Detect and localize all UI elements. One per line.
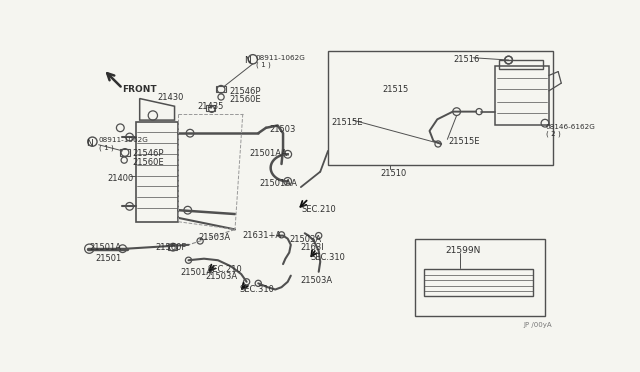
Text: 21503: 21503 xyxy=(270,125,296,135)
Text: SEC.210: SEC.210 xyxy=(301,205,337,214)
Text: SEC.210: SEC.210 xyxy=(207,265,242,274)
Text: 21501: 21501 xyxy=(95,254,122,263)
Text: 08911-1062G
( 1 ): 08911-1062G ( 1 ) xyxy=(256,55,306,68)
Text: 21501AA: 21501AA xyxy=(260,179,298,188)
Text: 21400: 21400 xyxy=(107,174,133,183)
Text: 21599N: 21599N xyxy=(446,246,481,256)
Text: 21516: 21516 xyxy=(454,55,480,64)
Text: N: N xyxy=(86,139,93,148)
Bar xyxy=(415,239,545,316)
Text: 21501AA: 21501AA xyxy=(249,148,287,158)
Bar xyxy=(499,60,543,69)
Text: 21560E: 21560E xyxy=(230,95,261,104)
Text: JP /00yA: JP /00yA xyxy=(524,322,552,328)
Text: 21546P: 21546P xyxy=(132,150,164,158)
Text: 21560E: 21560E xyxy=(132,158,164,167)
Text: 21501A: 21501A xyxy=(90,243,122,251)
Text: 08911-1062G
( 1 ): 08911-1062G ( 1 ) xyxy=(99,137,148,151)
Bar xyxy=(328,51,553,165)
Text: 21503A: 21503A xyxy=(198,233,230,242)
Text: 21501A: 21501A xyxy=(180,268,212,277)
Bar xyxy=(120,150,130,155)
Text: 21631+A: 21631+A xyxy=(243,231,282,240)
Text: 21503A: 21503A xyxy=(301,276,333,285)
Text: 21435: 21435 xyxy=(198,102,224,111)
Text: SEC.310: SEC.310 xyxy=(310,253,345,262)
Text: 21515E: 21515E xyxy=(332,118,364,127)
Bar xyxy=(495,66,549,125)
Bar xyxy=(136,122,179,222)
Text: 21515: 21515 xyxy=(382,85,408,94)
Text: 21503A: 21503A xyxy=(289,235,321,244)
Text: 21510: 21510 xyxy=(381,169,407,179)
Text: 21503A: 21503A xyxy=(205,272,237,281)
Text: FRONT: FRONT xyxy=(122,86,156,94)
Text: 21560F: 21560F xyxy=(155,243,186,251)
Bar xyxy=(216,86,226,92)
Text: 21515E: 21515E xyxy=(448,137,479,146)
Text: 21430: 21430 xyxy=(157,93,184,102)
Bar xyxy=(424,269,532,296)
Text: 2163l: 2163l xyxy=(301,243,324,252)
Polygon shape xyxy=(140,99,175,120)
Text: SEC.310: SEC.310 xyxy=(239,285,275,294)
Bar xyxy=(168,244,177,250)
Bar xyxy=(205,105,215,111)
Text: 08146-6162G
( 2 ): 08146-6162G ( 2 ) xyxy=(546,124,596,137)
Text: 21546P: 21546P xyxy=(230,87,261,96)
Text: N: N xyxy=(244,56,250,65)
